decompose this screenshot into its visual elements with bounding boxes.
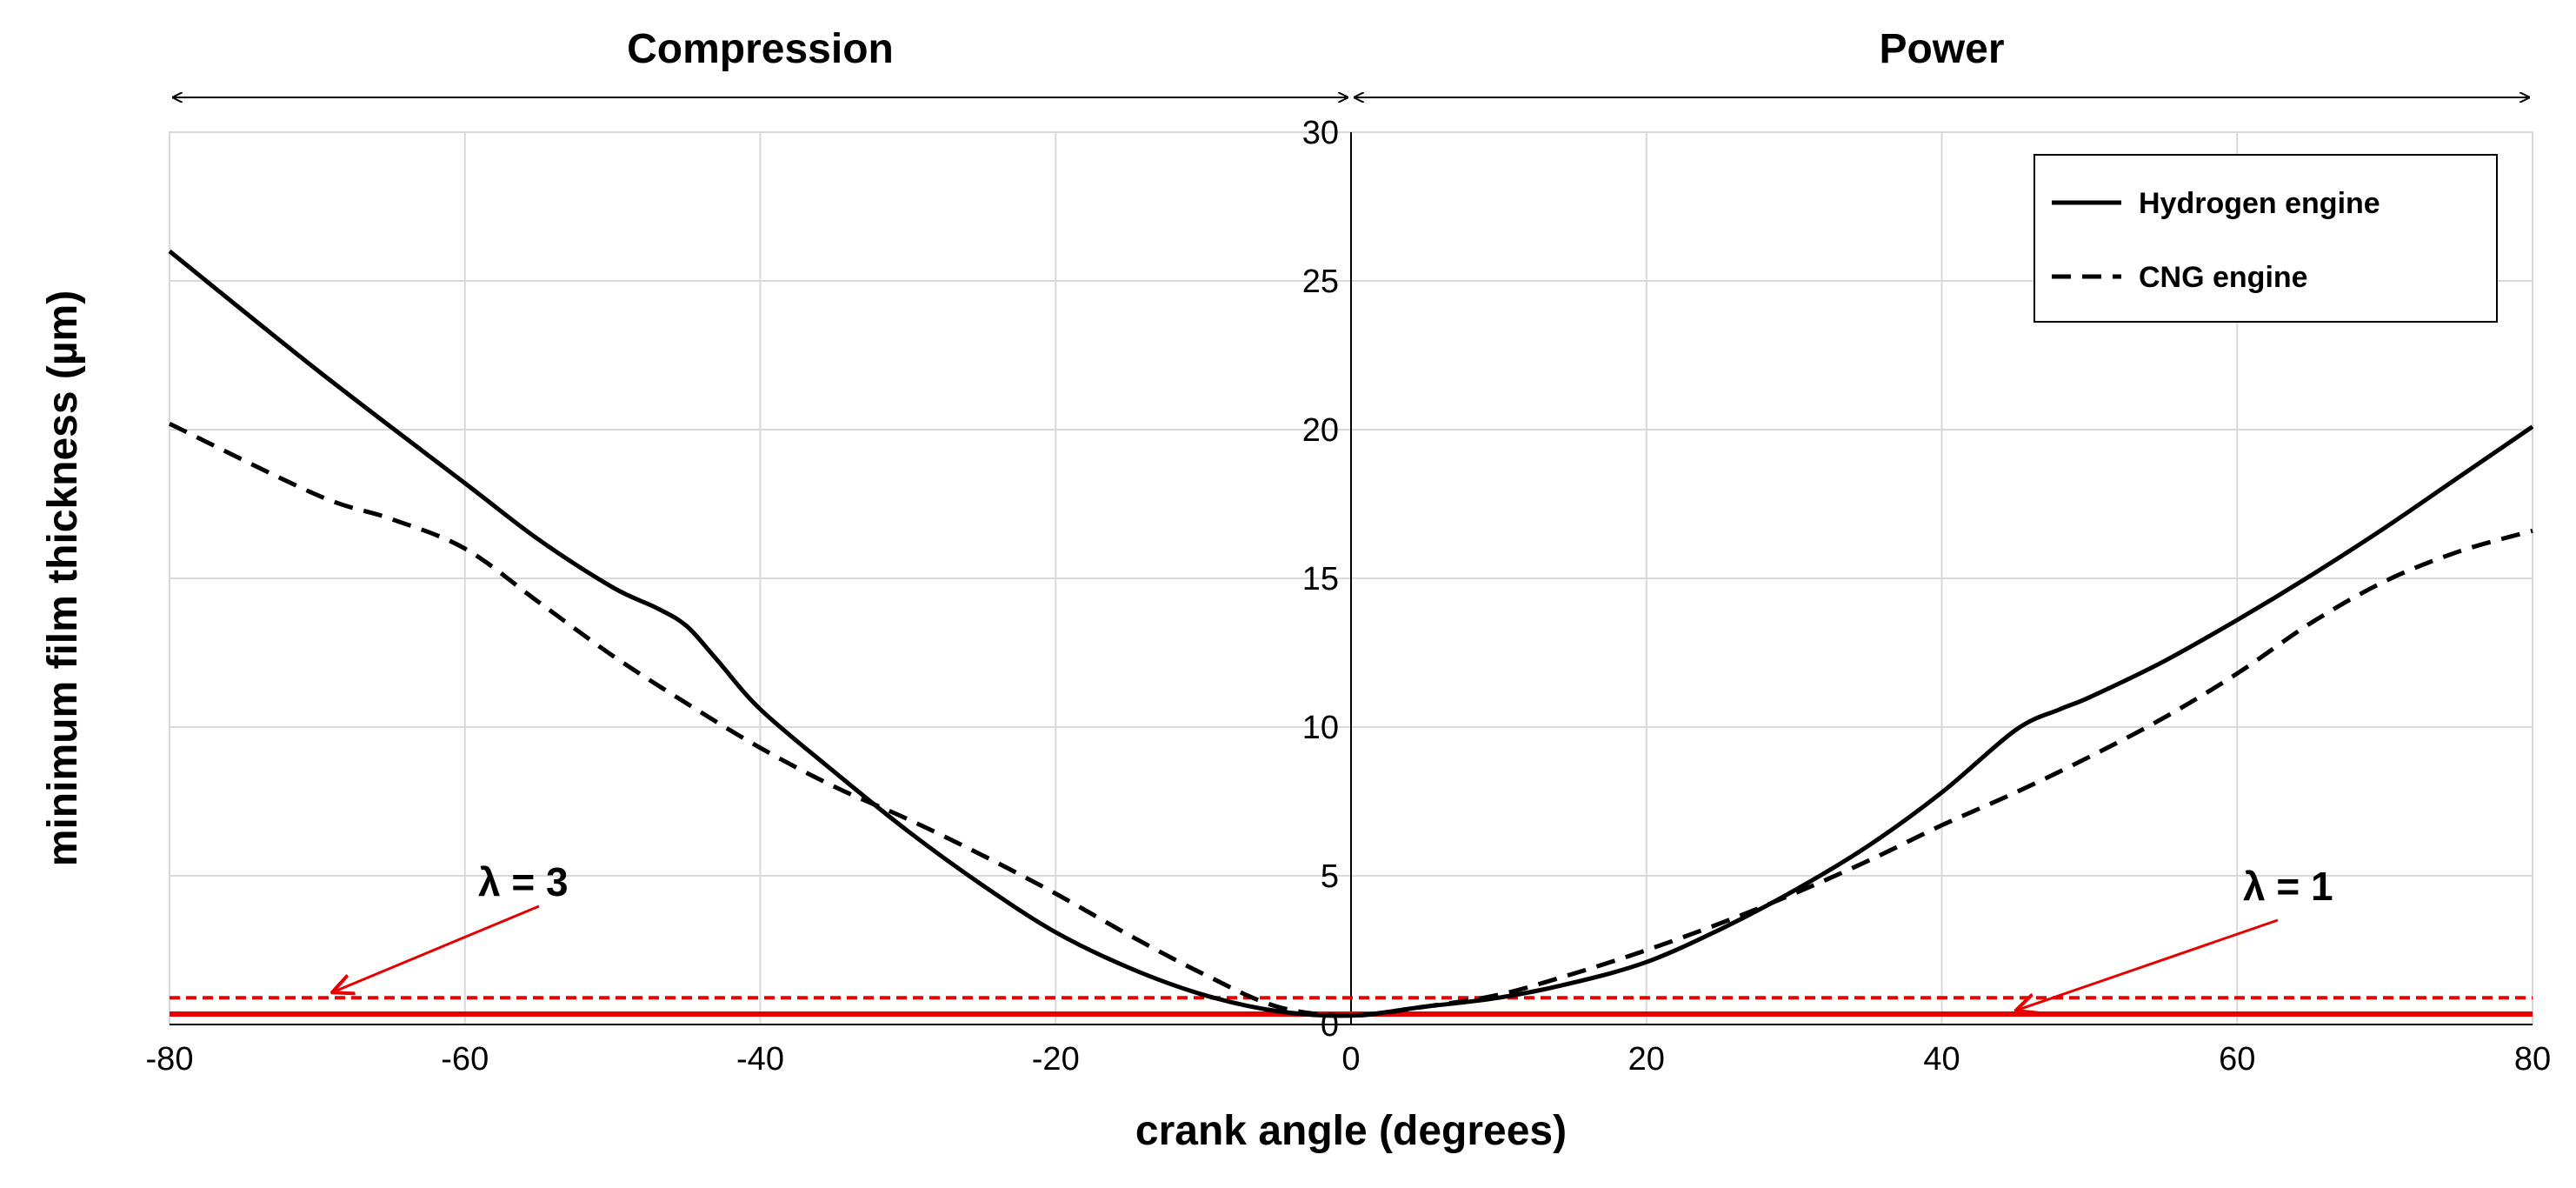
lambda-3-arrow [332,904,540,992]
lambda-1-arrow [2015,918,2279,1011]
x-tick-label: -60 [441,1041,489,1078]
lambda-3-label: λ = 3 [478,859,569,904]
x-tick-label: 0 [1341,1041,1360,1078]
x-tick-label: 60 [2219,1041,2255,1078]
y-tick-label: 20 [1302,412,1339,449]
y-tick-label: 30 [1302,115,1339,151]
legend-label-hydrogen-engine: Hydrogen engine [2139,187,2380,220]
lambda-1-label: λ = 1 [2243,864,2333,909]
axes [170,132,2533,1025]
phase-label-power: Power [1879,26,2004,72]
y-tick-label: 15 [1302,561,1339,597]
x-tick-label: 20 [1628,1041,1665,1078]
y-tick-label: 5 [1321,858,1339,895]
phase-label-compression: Compression [627,26,894,72]
tick-labels: -80 -60 -40 -20 0 20 40 60 80 0 5 10 15 20 25 30 [146,115,2552,1078]
x-tick-label: 40 [1923,1041,1960,1078]
series [168,249,2534,1018]
x-tick-label: -40 [736,1041,784,1078]
x-tick-label: -20 [1032,1041,1080,1078]
lambda-annotations: λ = 3 λ = 1 [332,859,2333,1011]
x-tick-label: -80 [146,1041,194,1078]
legend-label-cng-engine: CNG engine [2139,261,2308,294]
legend: Hydrogen engine CNG engine [2034,154,2498,323]
x-tick-label: 80 [2514,1041,2551,1078]
series-line-cng-engine [168,421,2533,1018]
x-axis-title: crank angle (degrees) [1135,1108,1567,1154]
y-tick-label: 10 [1302,710,1339,746]
series-line-hydrogen-engine [168,249,2534,1018]
y-axis-title: minimum film thickness (µm) [40,290,86,866]
y-tick-label: 0 [1321,1007,1339,1044]
legend-box [2034,154,2498,323]
y-tick-label: 25 [1302,264,1339,300]
